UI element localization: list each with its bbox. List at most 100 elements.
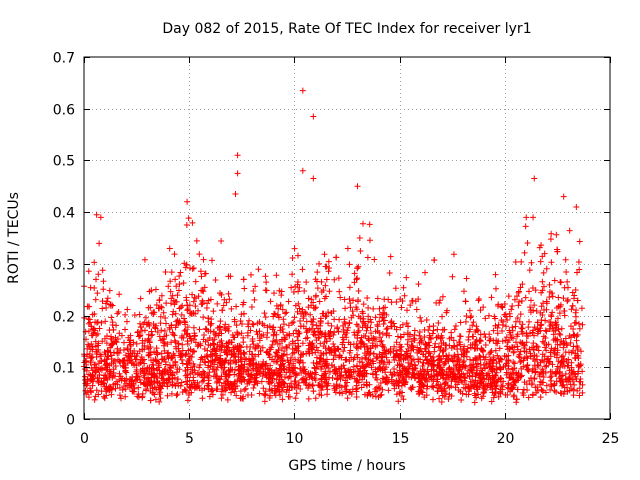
- data-point: [398, 352, 405, 359]
- data-point: [576, 325, 583, 332]
- data-point: [248, 392, 255, 399]
- data-point: [354, 275, 361, 282]
- data-point: [315, 328, 322, 335]
- data-point: [359, 324, 366, 331]
- data-point: [394, 369, 401, 376]
- data-point: [194, 307, 201, 314]
- data-point: [234, 382, 241, 389]
- data-point: [372, 368, 379, 375]
- data-point: [488, 380, 495, 387]
- data-point: [262, 314, 269, 321]
- data-point: [220, 302, 227, 309]
- data-point: [175, 340, 182, 347]
- data-point: [263, 334, 270, 341]
- data-point: [319, 310, 326, 317]
- data-point: [297, 310, 304, 317]
- data-point: [172, 324, 179, 331]
- data-point: [218, 330, 225, 337]
- data-point: [240, 349, 247, 356]
- data-point: [564, 278, 571, 285]
- data-point: [226, 347, 233, 354]
- data-point: [487, 349, 494, 356]
- data-point: [227, 360, 234, 367]
- data-point: [110, 372, 117, 379]
- data-point: [199, 374, 206, 381]
- data-point: [90, 330, 97, 337]
- data-point: [290, 340, 297, 347]
- data-point: [110, 366, 117, 373]
- data-point: [363, 327, 370, 334]
- data-point: [464, 345, 471, 352]
- data-point: [274, 311, 281, 318]
- data-point: [419, 381, 426, 388]
- data-point: [182, 367, 189, 374]
- data-point: [166, 245, 173, 252]
- data-point: [375, 394, 382, 401]
- data-point: [119, 386, 126, 393]
- data-point: [290, 319, 297, 326]
- data-point: [360, 301, 367, 308]
- data-point: [418, 318, 425, 325]
- data-point: [451, 326, 458, 333]
- data-point: [322, 282, 329, 289]
- data-point: [303, 350, 310, 357]
- data-point: [404, 353, 411, 360]
- data-point: [199, 395, 206, 402]
- data-point: [341, 296, 348, 303]
- data-point: [163, 320, 170, 327]
- data-point: [562, 335, 569, 342]
- data-point: [162, 361, 169, 368]
- data-point: [467, 356, 474, 363]
- data-point: [163, 300, 170, 307]
- data-point: [308, 296, 315, 303]
- data-point: [572, 313, 579, 320]
- data-point: [374, 295, 381, 302]
- data-point: [210, 308, 217, 315]
- data-point: [99, 338, 106, 345]
- data-point: [553, 378, 560, 385]
- data-point: [106, 387, 113, 394]
- data-point: [503, 360, 510, 367]
- data-point: [492, 285, 499, 292]
- data-point: [568, 349, 575, 356]
- data-point: [305, 395, 312, 402]
- data-point: [354, 335, 361, 342]
- data-point: [545, 341, 552, 348]
- data-point: [232, 191, 239, 198]
- data-point: [493, 360, 500, 367]
- data-point: [437, 335, 444, 342]
- data-point: [439, 326, 446, 333]
- data-point: [351, 270, 358, 277]
- data-point: [380, 344, 387, 351]
- data-point: [185, 215, 192, 222]
- data-point: [101, 380, 108, 387]
- data-point: [148, 332, 155, 339]
- data-point: [539, 357, 546, 364]
- data-point: [336, 390, 343, 397]
- data-point: [399, 321, 406, 328]
- data-point: [301, 379, 308, 386]
- data-point: [91, 311, 98, 318]
- data-point: [208, 385, 215, 392]
- data-point: [563, 268, 570, 275]
- data-point: [277, 301, 284, 308]
- data-point: [244, 321, 251, 328]
- data-point: [294, 252, 301, 259]
- data-point: [526, 318, 533, 325]
- data-point: [476, 337, 483, 344]
- data-point: [292, 364, 299, 371]
- data-point: [387, 346, 394, 353]
- data-point: [218, 395, 225, 402]
- data-point: [263, 279, 270, 286]
- data-point: [175, 287, 182, 294]
- data-point: [486, 372, 493, 379]
- data-point: [313, 322, 320, 329]
- data-point: [527, 309, 534, 316]
- data-point: [95, 271, 102, 278]
- data-point: [233, 322, 240, 329]
- data-point: [218, 362, 225, 369]
- data-point: [179, 347, 186, 354]
- data-point: [412, 374, 419, 381]
- data-point: [405, 336, 412, 343]
- data-point: [136, 320, 143, 327]
